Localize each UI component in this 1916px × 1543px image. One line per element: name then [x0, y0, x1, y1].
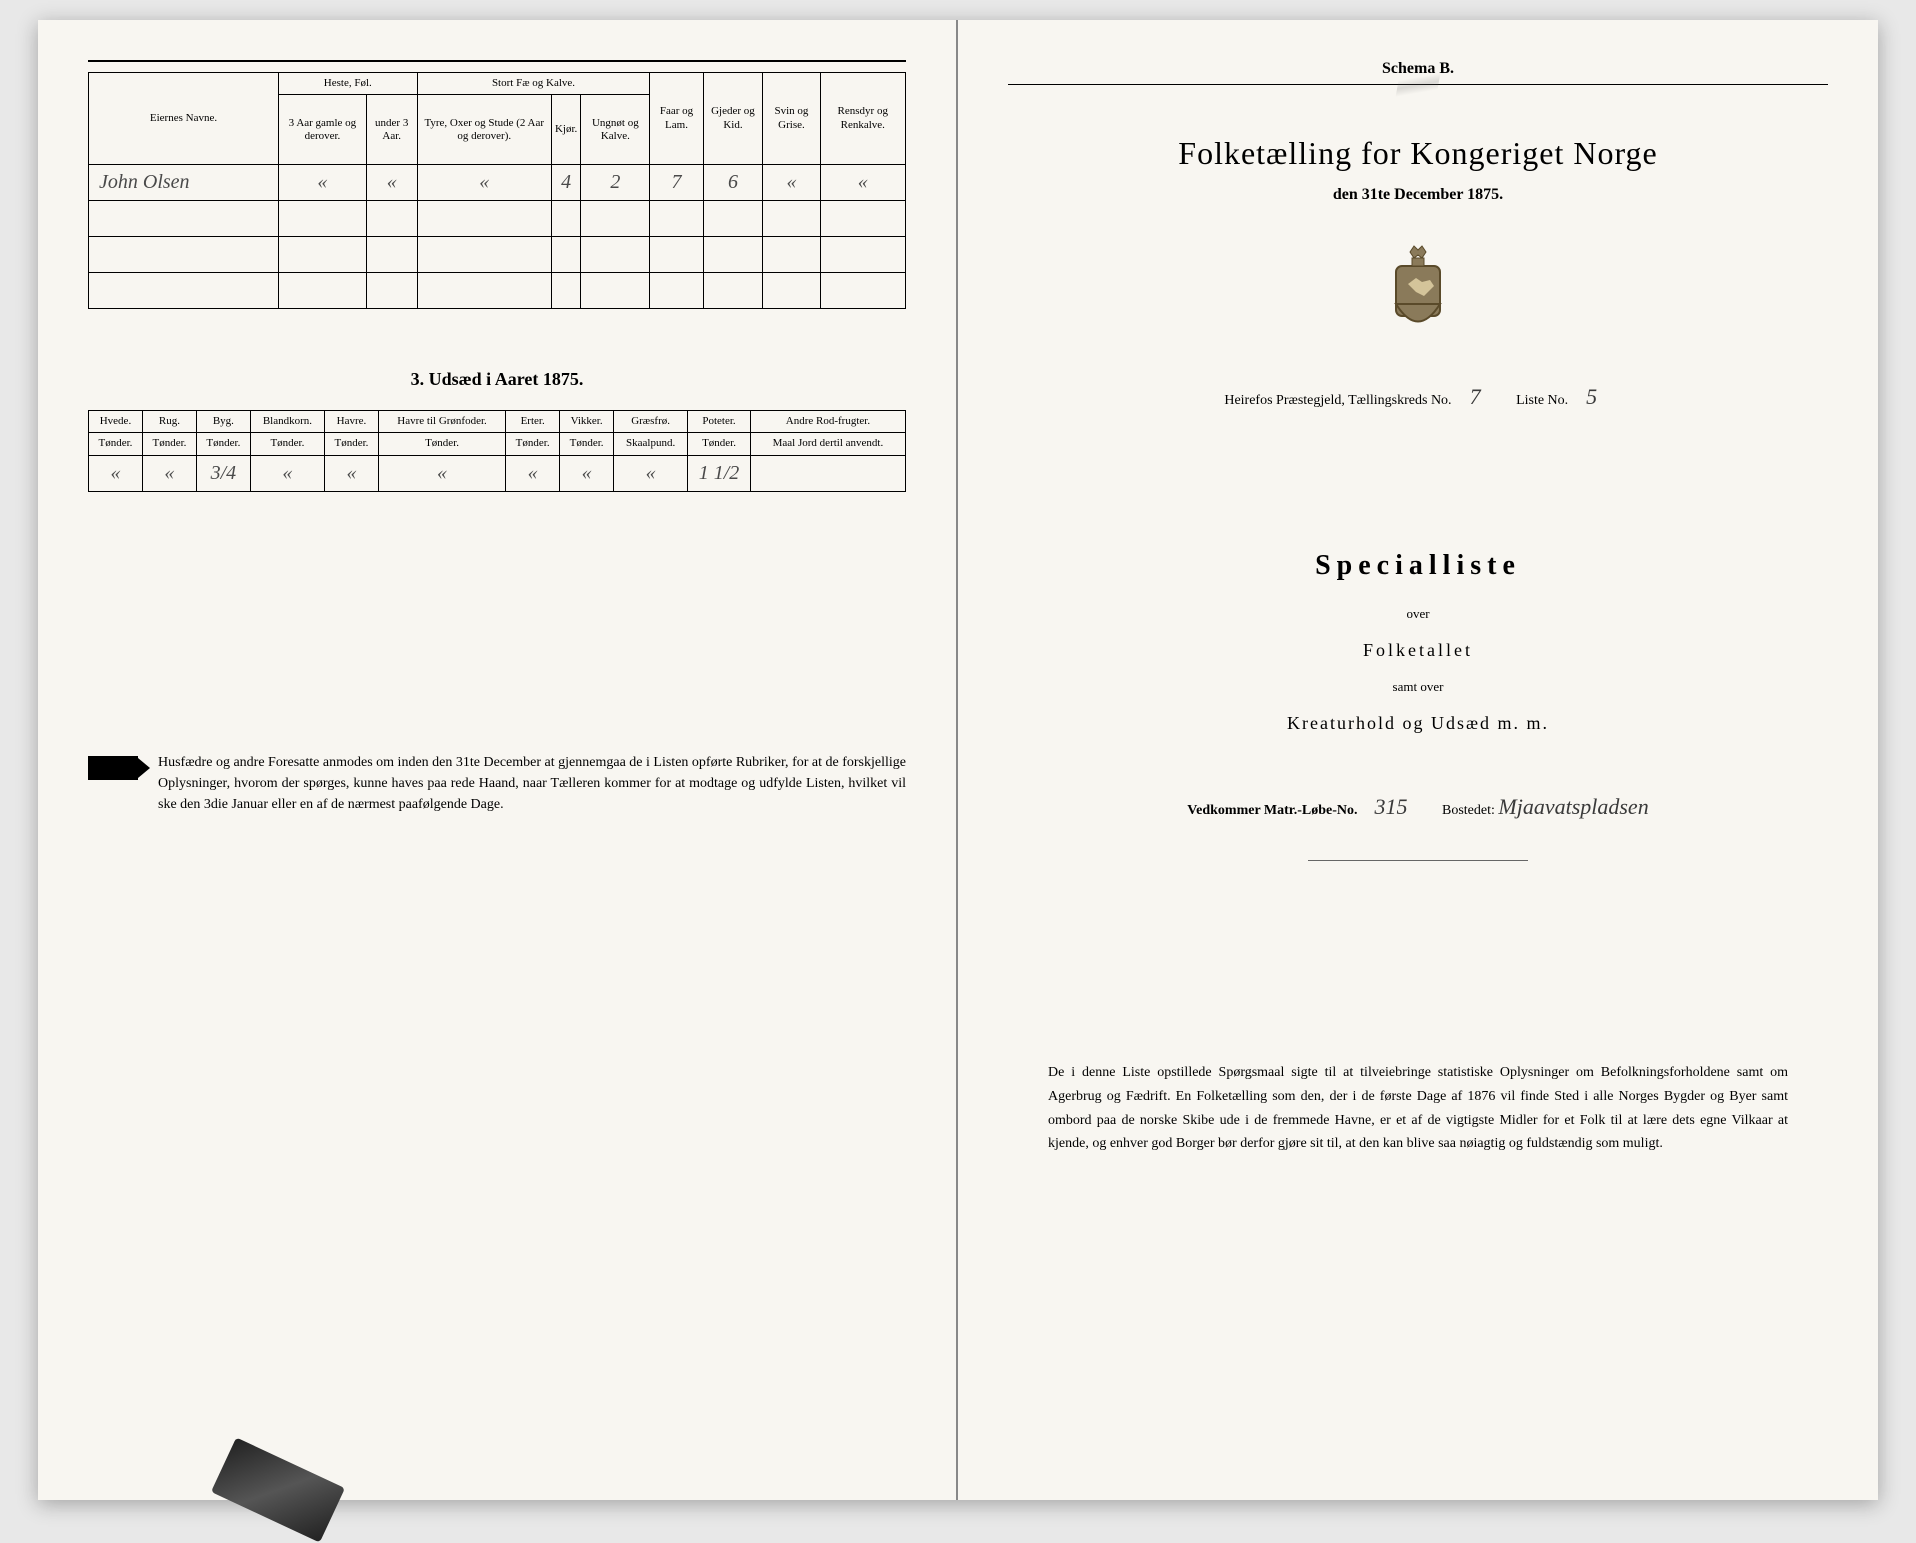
table-row: « « 3/4 « « « « « « 1 1/2: [89, 455, 906, 491]
col-roots: Andre Rod-frugter.: [750, 411, 905, 433]
cell: 1 1/2: [688, 455, 751, 491]
kreatur-label: Kreaturhold og Udsæd m. m.: [1008, 713, 1828, 734]
cell: «: [89, 455, 143, 491]
meta-prefix: Heirefos Præstegjeld, Tællingskreds No.: [1224, 393, 1451, 408]
cell: «: [506, 455, 560, 491]
special-title: Specialliste: [1008, 550, 1828, 582]
cell: «: [366, 165, 417, 201]
unit: Tønder.: [196, 433, 250, 455]
col-peas: Erter.: [506, 411, 560, 433]
col-grass: Græsfrø.: [614, 411, 688, 433]
col-oats: Havre.: [324, 411, 378, 433]
bottom-paragraph: De i denne Liste opstillede Spørgsmaal s…: [1008, 1061, 1828, 1156]
col-barley: Byg.: [196, 411, 250, 433]
coat-of-arms-icon: [1378, 244, 1458, 344]
cell-owner: John Olsen: [89, 165, 279, 201]
bosted-value: Mjaavatspladsen: [1498, 794, 1648, 820]
col-horses-group: Heste, Føl.: [279, 73, 418, 95]
unit: Tønder.: [142, 433, 196, 455]
subtitle: den 31te December 1875.: [1008, 186, 1828, 204]
unit: Tønder.: [324, 433, 378, 455]
col-goats: Gjeder og Kid.: [703, 73, 763, 165]
cell: [750, 455, 905, 491]
cell: 3/4: [196, 455, 250, 491]
pointing-hand-icon: [88, 756, 138, 780]
fold-mark: [1392, 47, 1444, 123]
seed-section-title: 3. Udsæd i Aaret 1875.: [88, 369, 906, 390]
over-label: over: [1008, 606, 1828, 622]
livestock-table: Eiernes Navne. Heste, Føl. Stort Fæ og K…: [88, 72, 906, 309]
col-sheep: Faar og Lam.: [650, 73, 703, 165]
cell: «: [614, 455, 688, 491]
col-rye: Rug.: [142, 411, 196, 433]
matr-no: 315: [1361, 794, 1421, 820]
cell: «: [820, 165, 905, 201]
liste-label: Liste No.: [1516, 393, 1568, 408]
left-page: Eiernes Navne. Heste, Føl. Stort Fæ og K…: [38, 20, 958, 1500]
unit: Tønder.: [378, 433, 505, 455]
col-reindeer: Rensdyr og Renkalve.: [820, 73, 905, 165]
table-row: [89, 237, 906, 273]
vedkommer-line: Vedkommer Matr.-Løbe-No. 315 Bostedet: M…: [1008, 794, 1828, 820]
main-title: Folketælling for Kongeriget Norge: [1008, 135, 1828, 172]
unit: Tønder.: [250, 433, 324, 455]
col-owner: Eiernes Navne.: [89, 73, 279, 165]
unit: Maal Jord dertil anvendt.: [750, 433, 905, 455]
samt-over-label: samt over: [1008, 679, 1828, 695]
vedkommer-label1: Vedkommer Matr.-Løbe-No.: [1187, 803, 1357, 818]
col-cows: Kjør.: [551, 95, 580, 165]
cell: «: [324, 455, 378, 491]
cell: «: [250, 455, 324, 491]
folketallet-label: Folketallet: [1008, 640, 1828, 661]
col-cattle-group: Stort Fæ og Kalve.: [417, 73, 650, 95]
table-row: [89, 201, 906, 237]
footer-note: Husfædre og andre Foresatte anmodes om i…: [88, 752, 906, 815]
cell: «: [378, 455, 505, 491]
top-rule: [88, 60, 906, 62]
cell: 6: [703, 165, 763, 201]
cell: «: [763, 165, 820, 201]
table-row: [89, 273, 906, 309]
col-mixed: Blandkorn.: [250, 411, 324, 433]
divider-rule: [1308, 860, 1528, 861]
cell: 4: [551, 165, 580, 201]
col-wheat: Hvede.: [89, 411, 143, 433]
footer-text: Husfædre og andre Foresatte anmodes om i…: [158, 752, 906, 815]
table-row: John Olsen « « « 4 2 7 6 « «: [89, 165, 906, 201]
unit: Skaalpund.: [614, 433, 688, 455]
unit: Tønder.: [560, 433, 614, 455]
unit: Tønder.: [688, 433, 751, 455]
col-horses-u3: under 3 Aar.: [366, 95, 417, 165]
unit: Tønder.: [89, 433, 143, 455]
col-horses-3plus: 3 Aar gamle og derover.: [279, 95, 367, 165]
cell: «: [417, 165, 551, 201]
col-young: Ungnøt og Kalve.: [581, 95, 650, 165]
meta-line: Heirefos Præstegjeld, Tællingskreds No. …: [1008, 384, 1828, 410]
kreds-number: 7: [1455, 384, 1495, 410]
book-spread: Eiernes Navne. Heste, Føl. Stort Fæ og K…: [38, 20, 1878, 1500]
right-page: Schema B. Folketælling for Kongeriget No…: [958, 20, 1878, 1500]
col-pigs: Svin og Grise.: [763, 73, 820, 165]
col-vetches: Vikker.: [560, 411, 614, 433]
seed-table: Hvede. Rug. Byg. Blandkorn. Havre. Havre…: [88, 410, 906, 491]
cell: «: [560, 455, 614, 491]
cell: «: [142, 455, 196, 491]
col-oats-fodder: Havre til Grønfoder.: [378, 411, 505, 433]
col-potatoes: Poteter.: [688, 411, 751, 433]
cell: «: [279, 165, 367, 201]
binder-clip-icon: [211, 1437, 345, 1542]
liste-number: 5: [1572, 384, 1612, 410]
col-bulls: Tyre, Oxer og Stude (2 Aar og derover).: [417, 95, 551, 165]
cell: 7: [650, 165, 703, 201]
cell: 2: [581, 165, 650, 201]
unit: Tønder.: [506, 433, 560, 455]
bosted-label: Bostedet:: [1442, 803, 1495, 818]
